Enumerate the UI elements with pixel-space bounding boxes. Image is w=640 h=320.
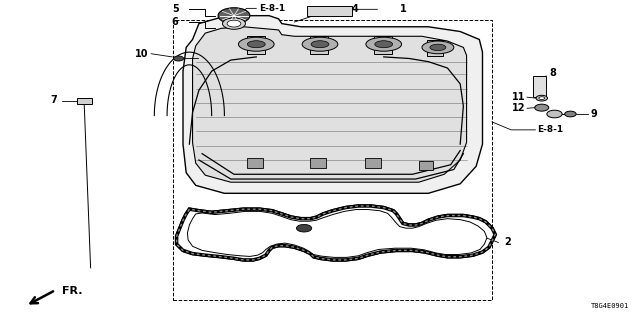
Ellipse shape: [247, 41, 265, 48]
Bar: [427, 40, 443, 56]
Text: 2: 2: [504, 237, 511, 247]
Text: E-8-1: E-8-1: [259, 4, 285, 13]
Bar: [173, 20, 492, 300]
Circle shape: [296, 224, 312, 232]
Bar: [246, 36, 264, 54]
Text: E-8-1: E-8-1: [537, 125, 563, 134]
Text: 6: 6: [172, 17, 179, 27]
Polygon shape: [188, 210, 487, 257]
Bar: [307, 6, 352, 16]
Polygon shape: [177, 206, 495, 260]
Text: 1: 1: [399, 4, 406, 14]
Ellipse shape: [302, 37, 338, 51]
Bar: [310, 36, 328, 54]
Text: FR.: FR.: [62, 286, 83, 296]
Circle shape: [218, 8, 250, 24]
Circle shape: [173, 56, 184, 61]
Circle shape: [539, 97, 545, 100]
Bar: [77, 98, 92, 105]
Circle shape: [227, 20, 241, 27]
Text: 9: 9: [591, 109, 598, 119]
Polygon shape: [177, 206, 495, 260]
Text: 3: 3: [301, 233, 307, 243]
Ellipse shape: [366, 37, 401, 51]
Circle shape: [547, 110, 562, 118]
Text: 7: 7: [51, 95, 58, 105]
Ellipse shape: [430, 44, 446, 51]
Polygon shape: [193, 27, 467, 182]
Circle shape: [564, 111, 576, 117]
Ellipse shape: [375, 41, 393, 48]
Circle shape: [535, 104, 548, 111]
Ellipse shape: [311, 41, 329, 48]
Text: T8G4E0901: T8G4E0901: [591, 303, 629, 309]
Ellipse shape: [239, 37, 274, 51]
Bar: [419, 161, 433, 170]
Text: 5: 5: [172, 4, 179, 14]
Bar: [310, 158, 326, 168]
Bar: [534, 76, 546, 97]
Circle shape: [223, 18, 246, 29]
Text: 10: 10: [134, 49, 148, 59]
Bar: [374, 36, 392, 54]
Bar: [246, 158, 262, 168]
Bar: [365, 158, 381, 168]
Text: 8: 8: [549, 68, 556, 78]
Text: 4: 4: [351, 4, 358, 14]
Circle shape: [536, 95, 547, 101]
Text: 11: 11: [512, 92, 525, 101]
Text: 12: 12: [512, 103, 525, 113]
Polygon shape: [183, 16, 483, 193]
Ellipse shape: [422, 41, 454, 54]
